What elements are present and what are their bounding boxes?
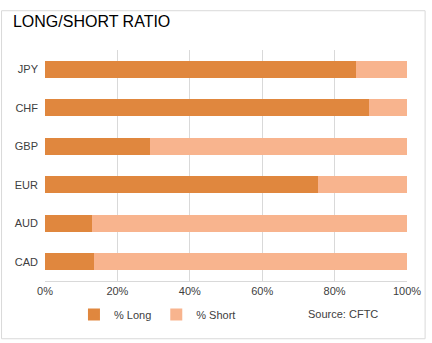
svg-text:0%: 0% [37,285,53,297]
svg-text:80%: 80% [324,285,346,297]
svg-text:EUR: EUR [15,179,38,191]
svg-text:CAD: CAD [15,256,38,268]
svg-text:Source: CFTC: Source: CFTC [308,308,378,320]
svg-text:AUD: AUD [15,217,38,229]
svg-text:% Long: % Long [114,309,151,321]
svg-text:20%: 20% [106,285,128,297]
svg-text:CHF: CHF [15,102,38,114]
svg-text:100%: 100% [393,285,421,297]
svg-text:% Short: % Short [196,309,235,321]
svg-text:40%: 40% [179,285,201,297]
svg-text:60%: 60% [251,285,273,297]
svg-text:GBP: GBP [15,140,38,152]
svg-text:LONG/SHORT RATIO: LONG/SHORT RATIO [13,13,170,30]
svg-text:JPY: JPY [18,63,39,75]
